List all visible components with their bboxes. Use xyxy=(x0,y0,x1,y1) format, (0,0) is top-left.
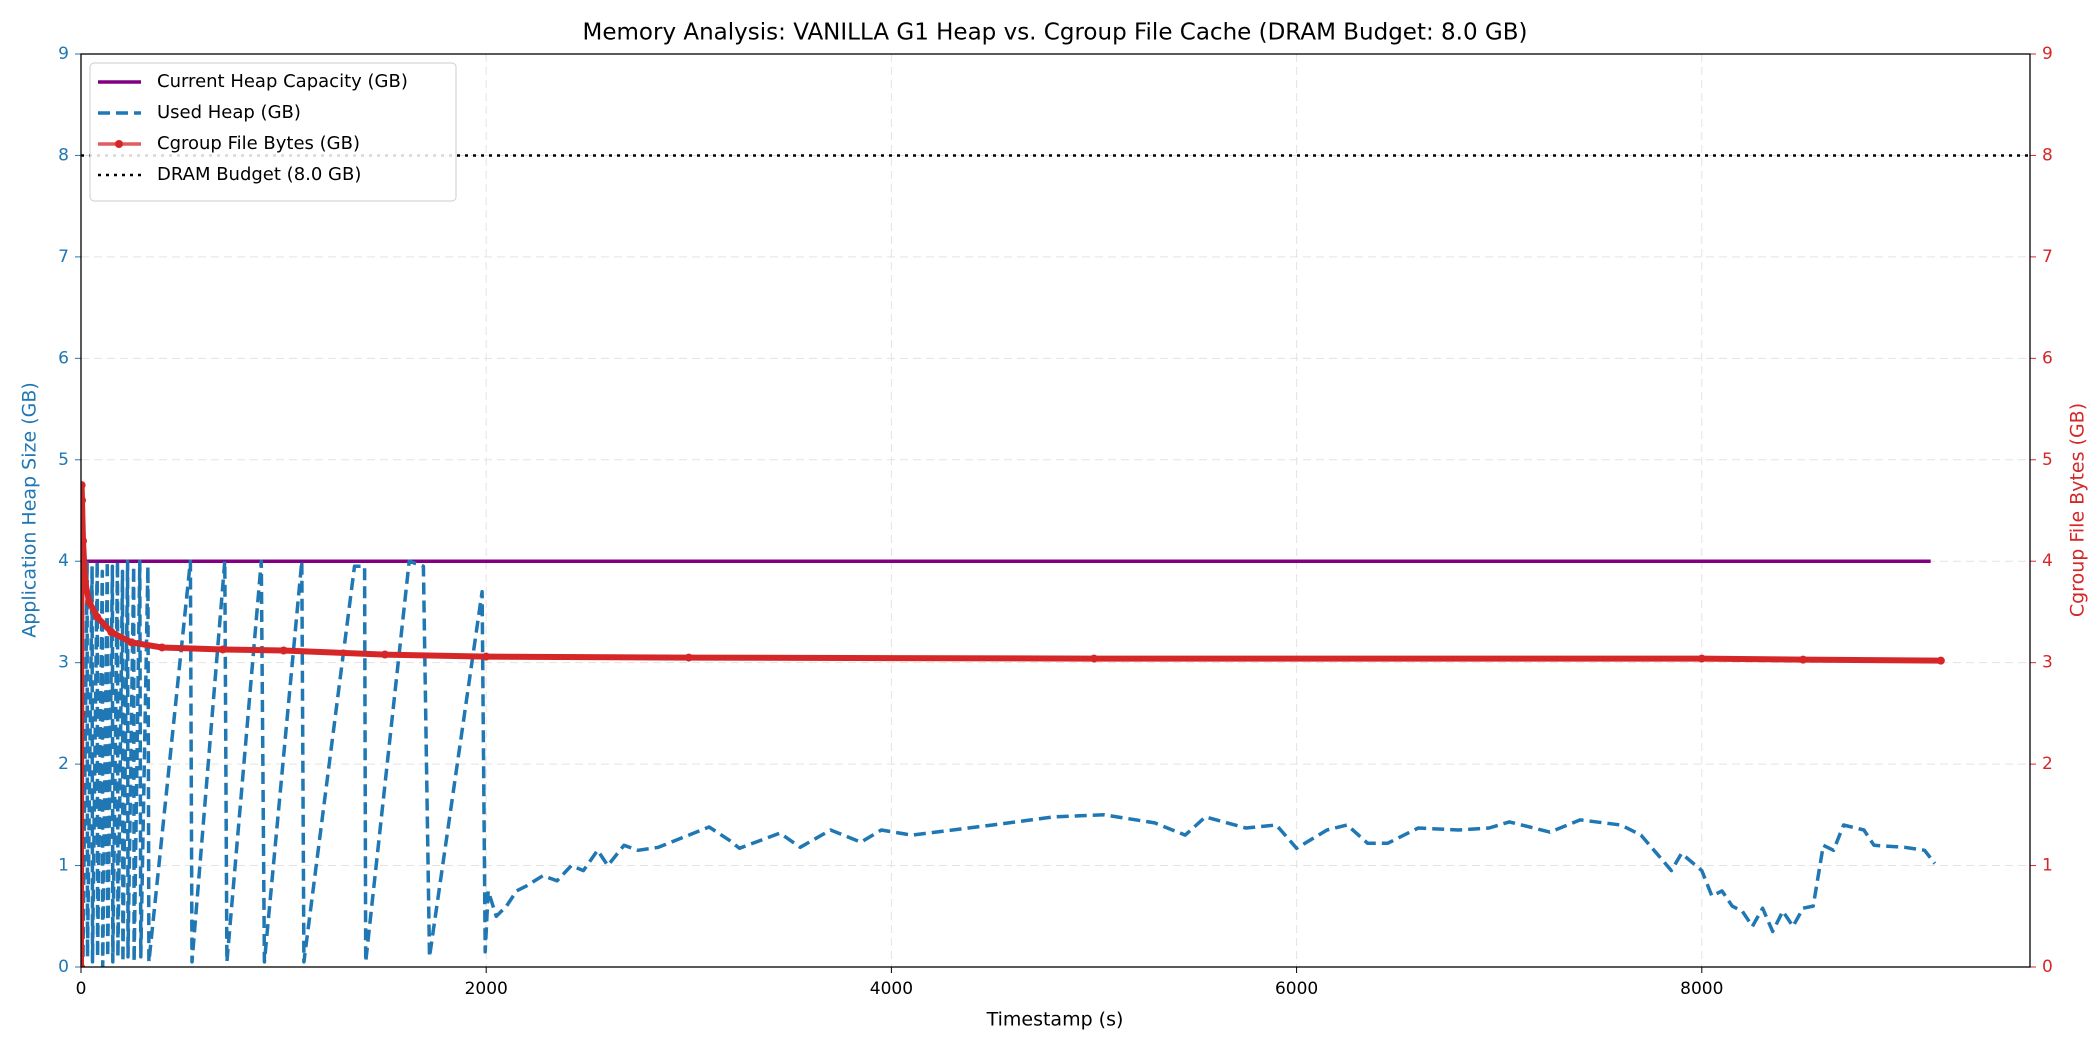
y-tick-label: 7 xyxy=(58,247,69,267)
series-marker xyxy=(107,628,116,637)
legend-box xyxy=(89,62,457,202)
series-marker xyxy=(279,646,288,655)
x-tick-label: 6000 xyxy=(1275,979,1318,999)
x-tick-label: 4000 xyxy=(870,979,913,999)
y2-axis-label: Cgroup File Bytes (GB) xyxy=(2067,403,2089,617)
y2-tick-label: 9 xyxy=(2042,44,2053,64)
y-tick-label: 3 xyxy=(58,653,69,673)
series-marker xyxy=(85,597,94,606)
series-line xyxy=(81,559,1937,967)
y-tick-label: 8 xyxy=(58,145,69,165)
x-tick-label: 0 xyxy=(76,979,87,999)
y2-tick-label: 7 xyxy=(2042,247,2053,267)
plot-area xyxy=(81,154,2030,967)
legend-label: DRAM Budget (8.0 GB) xyxy=(157,164,361,185)
series-marker xyxy=(81,496,87,505)
series-marker xyxy=(380,650,389,659)
series-marker xyxy=(1697,654,1706,663)
y2-tick-label: 1 xyxy=(2042,856,2053,876)
y-tick-label: 4 xyxy=(58,551,69,571)
series-marker xyxy=(1936,656,1945,665)
y2-tick-label: 5 xyxy=(2042,450,2053,470)
y2-tick-label: 0 xyxy=(2042,957,2053,977)
series-marker xyxy=(81,963,85,967)
series-marker xyxy=(81,536,88,545)
legend-label: Cgroup File Bytes (GB) xyxy=(157,133,360,154)
y2-tick-label: 4 xyxy=(2042,551,2053,571)
y-tick-label: 5 xyxy=(58,450,69,470)
y2-tick-label: 3 xyxy=(2042,653,2053,673)
legend: Current Heap Capacity (GB) Used Heap (GB)… xyxy=(89,62,457,202)
y2-tick-label: 6 xyxy=(2042,348,2053,368)
y2-tick-label: 2 xyxy=(2042,754,2053,774)
series-marker xyxy=(218,645,227,654)
series-marker xyxy=(482,652,491,661)
series-marker xyxy=(684,653,693,662)
series-marker xyxy=(81,481,86,490)
y-tick-label: 1 xyxy=(58,856,69,876)
y-tick-label: 9 xyxy=(58,44,69,64)
y-tick-label: 2 xyxy=(58,754,69,774)
x-tick-label: 2000 xyxy=(465,979,508,999)
y-tick-label: 6 xyxy=(58,348,69,368)
series-marker xyxy=(127,638,136,647)
series-marker xyxy=(81,709,86,718)
series-line xyxy=(81,482,1941,967)
legend-label: Used Heap (GB) xyxy=(157,102,301,123)
chart-title: Memory Analysis: VANILLA G1 Heap vs. Cgr… xyxy=(583,20,1528,46)
series-marker xyxy=(1089,654,1098,663)
x-tick-label: 8000 xyxy=(1680,979,1723,999)
y-tick-label: 0 xyxy=(58,957,69,977)
x-axis-label: Timestamp (s) xyxy=(986,1009,1124,1031)
y-axis-label: Application Heap Size (GB) xyxy=(19,382,41,638)
series-marker xyxy=(81,577,90,586)
legend-label: Current Heap Capacity (GB) xyxy=(157,71,408,92)
axes: 0 2000 4000 6000 8000 0 1 2 3 4 5 6 7 8 9 0 1 2 3 4 5 6 7 8 9 xyxy=(58,44,2053,999)
series-marker xyxy=(1799,655,1808,664)
legend-marker xyxy=(115,140,123,148)
series-marker xyxy=(158,643,167,652)
plot-frame xyxy=(80,53,2031,968)
y2-tick-label: 8 xyxy=(2042,145,2053,165)
series-marker xyxy=(93,613,102,622)
